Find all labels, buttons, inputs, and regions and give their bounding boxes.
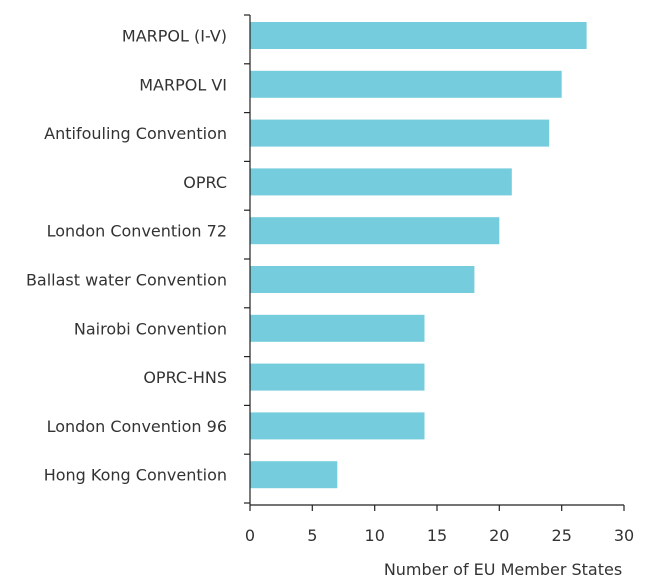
category-label: Ballast water Convention [26, 271, 227, 290]
category-label: OPRC [183, 173, 227, 192]
category-label: Nairobi Convention [74, 319, 227, 338]
bar-oprc [250, 168, 512, 196]
x-tick-label: 0 [245, 526, 255, 545]
category-label: London Convention 72 [47, 222, 227, 241]
bar-antifouling-convention [250, 119, 550, 147]
x-tick-label: 15 [427, 526, 447, 545]
category-labels: MARPOL (I-V) MARPOL VI Antifouling Convent… [26, 27, 227, 485]
bar-oprc-hns [250, 363, 425, 391]
bar-nairobi-convention [250, 314, 425, 342]
x-tick-label: 25 [552, 526, 572, 545]
category-label: Hong Kong Convention [44, 466, 227, 485]
x-tick-label: 30 [614, 526, 634, 545]
bar-hong-kong-convention [250, 461, 338, 489]
x-tick-label: 10 [365, 526, 385, 545]
x-tick-label: 5 [307, 526, 317, 545]
category-label: London Convention 96 [47, 417, 227, 436]
bar-ballast-water-convention [250, 266, 475, 293]
x-axis-title: Number of EU Member States [384, 560, 622, 579]
bar-marpol-vi [250, 70, 562, 98]
category-label: OPRC-HNS [143, 368, 227, 387]
x-tick-labels: 0 5 10 15 20 25 30 [245, 526, 634, 545]
x-tick-label: 20 [489, 526, 509, 545]
bar-marpol-i-v [250, 22, 587, 49]
bars-layer [250, 22, 587, 489]
bar-london-convention-72 [250, 217, 500, 245]
bar-london-convention-96 [250, 412, 425, 440]
category-label: Antifouling Convention [44, 124, 227, 143]
category-label: MARPOL (I-V) [122, 27, 227, 46]
axes-layer [244, 14, 625, 511]
category-label: MARPOL VI [139, 75, 227, 94]
